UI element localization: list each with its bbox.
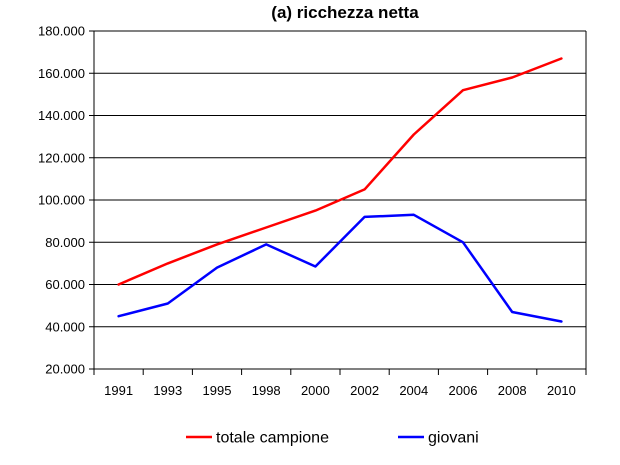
x-tick-label: 1991 bbox=[104, 383, 133, 398]
y-tick-label: 60.000 bbox=[45, 277, 85, 292]
y-tick-label: 100.000 bbox=[38, 193, 85, 208]
y-tick-label: 80.000 bbox=[45, 235, 85, 250]
legend-label: giovani bbox=[428, 430, 479, 447]
series-lines bbox=[117, 57, 563, 323]
chart-title: (a) ricchezza netta bbox=[271, 3, 419, 22]
legend: totale campione giovani bbox=[186, 430, 479, 447]
y-tick-label: 120.000 bbox=[38, 150, 85, 165]
x-tick-label: 2010 bbox=[547, 383, 576, 398]
x-axis-tick-labels: 1991 1993 1995 1998 2000 2002 2004 2006 2008 2010 bbox=[104, 383, 576, 398]
x-tick-label: 2000 bbox=[301, 383, 330, 398]
series-line-1 bbox=[117, 213, 563, 323]
x-tick-label: 2004 bbox=[399, 383, 428, 398]
axes bbox=[89, 30, 587, 375]
x-tick-label: 1998 bbox=[252, 383, 281, 398]
legend-label: totale campione bbox=[216, 430, 329, 447]
x-tick-label: 2002 bbox=[350, 383, 379, 398]
y-tick-label: 180.000 bbox=[38, 24, 85, 39]
y-tick-label: 140.000 bbox=[38, 108, 85, 123]
x-tick-label: 2008 bbox=[498, 383, 527, 398]
y-axis-tick-labels: 20.000 40.000 60.000 80.000 100.000 120.000 14… bbox=[38, 24, 85, 377]
x-tick-label: 1995 bbox=[203, 383, 232, 398]
y-tick-label: 40.000 bbox=[45, 319, 85, 334]
x-tick-label: 1993 bbox=[153, 383, 182, 398]
series-line-0 bbox=[117, 57, 563, 286]
y-tick-label: 160.000 bbox=[38, 66, 85, 81]
x-tick-label: 2006 bbox=[449, 383, 478, 398]
y-tick-label: 20.000 bbox=[45, 362, 85, 377]
